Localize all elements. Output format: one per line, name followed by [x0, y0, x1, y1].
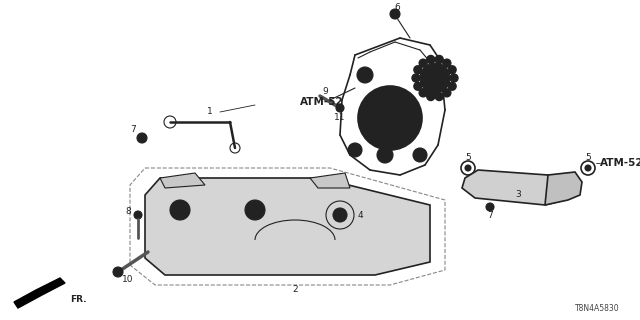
Circle shape	[414, 82, 422, 90]
Circle shape	[175, 205, 185, 215]
Circle shape	[419, 59, 427, 67]
Circle shape	[450, 74, 458, 82]
Polygon shape	[145, 178, 430, 275]
Circle shape	[412, 74, 420, 82]
Text: 3: 3	[515, 190, 521, 199]
Text: FR.: FR.	[70, 295, 86, 305]
Circle shape	[427, 55, 435, 63]
Circle shape	[348, 143, 362, 157]
Circle shape	[137, 133, 147, 143]
Circle shape	[417, 151, 424, 158]
Circle shape	[443, 89, 451, 97]
Circle shape	[361, 71, 369, 79]
Text: 11: 11	[333, 114, 345, 123]
Circle shape	[357, 67, 373, 83]
Circle shape	[435, 55, 444, 63]
Circle shape	[134, 211, 142, 219]
Circle shape	[420, 63, 450, 93]
Text: 8: 8	[125, 207, 131, 217]
Circle shape	[465, 165, 471, 171]
Circle shape	[390, 9, 400, 19]
Circle shape	[585, 165, 591, 171]
Text: 7: 7	[487, 212, 493, 220]
Circle shape	[351, 147, 358, 154]
Circle shape	[113, 267, 123, 277]
Text: 1: 1	[207, 108, 213, 116]
Circle shape	[486, 203, 494, 211]
Circle shape	[368, 96, 412, 140]
Circle shape	[423, 83, 437, 97]
Polygon shape	[14, 278, 65, 308]
Circle shape	[435, 92, 444, 100]
Text: 10: 10	[122, 276, 134, 284]
Text: T8N4A5830: T8N4A5830	[575, 304, 620, 313]
Circle shape	[443, 59, 451, 67]
Circle shape	[428, 71, 442, 85]
Circle shape	[448, 82, 456, 90]
Text: ATM-52: ATM-52	[600, 158, 640, 168]
Circle shape	[414, 66, 422, 74]
Circle shape	[336, 104, 344, 112]
Polygon shape	[160, 173, 205, 188]
Text: 6: 6	[394, 4, 400, 12]
Circle shape	[413, 148, 427, 162]
Text: 2: 2	[292, 285, 298, 294]
Circle shape	[358, 86, 422, 150]
Polygon shape	[462, 170, 568, 205]
Text: 9: 9	[322, 87, 328, 97]
Text: 5: 5	[465, 153, 471, 162]
Circle shape	[245, 200, 265, 220]
Circle shape	[377, 147, 393, 163]
Circle shape	[170, 200, 190, 220]
Circle shape	[378, 106, 402, 130]
Circle shape	[381, 151, 389, 159]
Text: 5: 5	[585, 153, 591, 162]
Circle shape	[140, 135, 145, 140]
Circle shape	[448, 66, 456, 74]
Circle shape	[250, 205, 260, 215]
Polygon shape	[310, 173, 350, 188]
Circle shape	[384, 112, 396, 124]
Text: 4: 4	[358, 211, 364, 220]
Text: ATM-52: ATM-52	[300, 97, 344, 107]
Polygon shape	[545, 172, 582, 205]
Circle shape	[333, 208, 347, 222]
Text: 7: 7	[130, 125, 136, 134]
Circle shape	[427, 92, 435, 100]
Circle shape	[419, 89, 427, 97]
Circle shape	[488, 205, 492, 209]
Circle shape	[426, 86, 433, 93]
